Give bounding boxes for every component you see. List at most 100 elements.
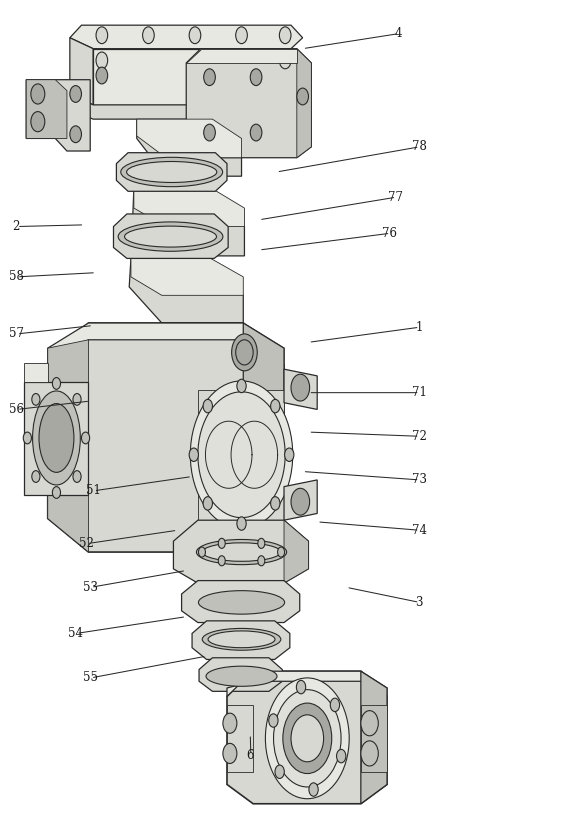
Text: 1: 1 — [416, 320, 423, 334]
Circle shape — [291, 488, 310, 515]
Text: 56: 56 — [9, 403, 24, 416]
Polygon shape — [24, 363, 48, 382]
Text: 71: 71 — [411, 386, 427, 399]
Circle shape — [237, 379, 246, 393]
Polygon shape — [26, 80, 67, 138]
Circle shape — [31, 84, 45, 104]
Circle shape — [265, 678, 349, 799]
Polygon shape — [297, 49, 311, 158]
Circle shape — [190, 381, 293, 529]
Circle shape — [218, 539, 225, 549]
Polygon shape — [93, 49, 291, 105]
Circle shape — [271, 497, 280, 510]
Polygon shape — [361, 671, 387, 804]
Circle shape — [204, 69, 215, 86]
Polygon shape — [186, 49, 311, 158]
Text: 3: 3 — [416, 596, 423, 609]
Polygon shape — [70, 25, 303, 49]
Ellipse shape — [203, 628, 281, 650]
Ellipse shape — [118, 222, 223, 252]
Polygon shape — [192, 621, 290, 659]
Circle shape — [250, 124, 262, 141]
Text: 55: 55 — [83, 671, 98, 685]
Circle shape — [32, 393, 40, 405]
Polygon shape — [70, 94, 303, 119]
Circle shape — [203, 399, 212, 413]
Circle shape — [237, 517, 246, 530]
Circle shape — [218, 555, 225, 565]
Polygon shape — [361, 705, 387, 772]
Polygon shape — [133, 189, 244, 256]
Text: 73: 73 — [411, 473, 427, 487]
Polygon shape — [227, 671, 387, 804]
Text: 78: 78 — [411, 140, 427, 154]
Text: 74: 74 — [411, 524, 427, 537]
Circle shape — [291, 715, 324, 762]
Circle shape — [70, 86, 81, 102]
Circle shape — [73, 471, 81, 482]
Text: 2: 2 — [13, 220, 20, 233]
Circle shape — [73, 393, 81, 405]
Text: 76: 76 — [382, 227, 398, 240]
Text: 4: 4 — [395, 27, 402, 40]
Ellipse shape — [39, 404, 74, 472]
Circle shape — [198, 547, 205, 557]
Polygon shape — [131, 258, 243, 295]
Text: 72: 72 — [411, 430, 427, 443]
Circle shape — [296, 680, 306, 694]
Circle shape — [250, 69, 262, 86]
Polygon shape — [243, 323, 284, 552]
Circle shape — [236, 340, 253, 365]
Circle shape — [232, 334, 257, 371]
Circle shape — [336, 749, 346, 763]
Circle shape — [291, 374, 310, 401]
Ellipse shape — [198, 591, 285, 614]
Polygon shape — [134, 189, 244, 227]
Circle shape — [275, 765, 285, 779]
Text: 6: 6 — [247, 748, 254, 762]
Circle shape — [189, 448, 198, 461]
Circle shape — [198, 392, 285, 518]
Ellipse shape — [208, 631, 275, 648]
Circle shape — [23, 432, 31, 444]
Polygon shape — [116, 153, 227, 191]
Polygon shape — [48, 323, 284, 365]
Text: 58: 58 — [9, 270, 24, 284]
Ellipse shape — [203, 543, 281, 561]
Polygon shape — [182, 581, 300, 623]
Polygon shape — [199, 658, 282, 691]
Polygon shape — [284, 480, 317, 520]
Circle shape — [258, 539, 265, 549]
Circle shape — [271, 399, 280, 413]
Ellipse shape — [197, 539, 286, 565]
Polygon shape — [48, 323, 284, 552]
Text: 52: 52 — [79, 537, 94, 550]
Circle shape — [274, 690, 341, 787]
Polygon shape — [173, 520, 308, 583]
Text: 51: 51 — [86, 484, 101, 498]
Polygon shape — [137, 119, 242, 158]
Circle shape — [204, 124, 215, 141]
Text: 77: 77 — [388, 190, 403, 204]
Circle shape — [52, 487, 61, 498]
Text: 57: 57 — [9, 327, 24, 341]
Circle shape — [189, 27, 201, 44]
Circle shape — [309, 783, 318, 796]
Circle shape — [223, 713, 237, 733]
Ellipse shape — [121, 158, 222, 187]
Circle shape — [32, 471, 40, 482]
Circle shape — [236, 27, 247, 44]
Polygon shape — [137, 119, 242, 176]
Circle shape — [279, 27, 291, 44]
Polygon shape — [284, 369, 317, 409]
Circle shape — [258, 555, 265, 565]
Circle shape — [285, 448, 294, 461]
Polygon shape — [198, 390, 284, 520]
Circle shape — [330, 698, 339, 711]
Circle shape — [52, 378, 61, 389]
Circle shape — [96, 67, 108, 84]
Circle shape — [96, 52, 108, 69]
Circle shape — [143, 27, 154, 44]
Polygon shape — [129, 258, 243, 323]
Circle shape — [269, 714, 278, 727]
